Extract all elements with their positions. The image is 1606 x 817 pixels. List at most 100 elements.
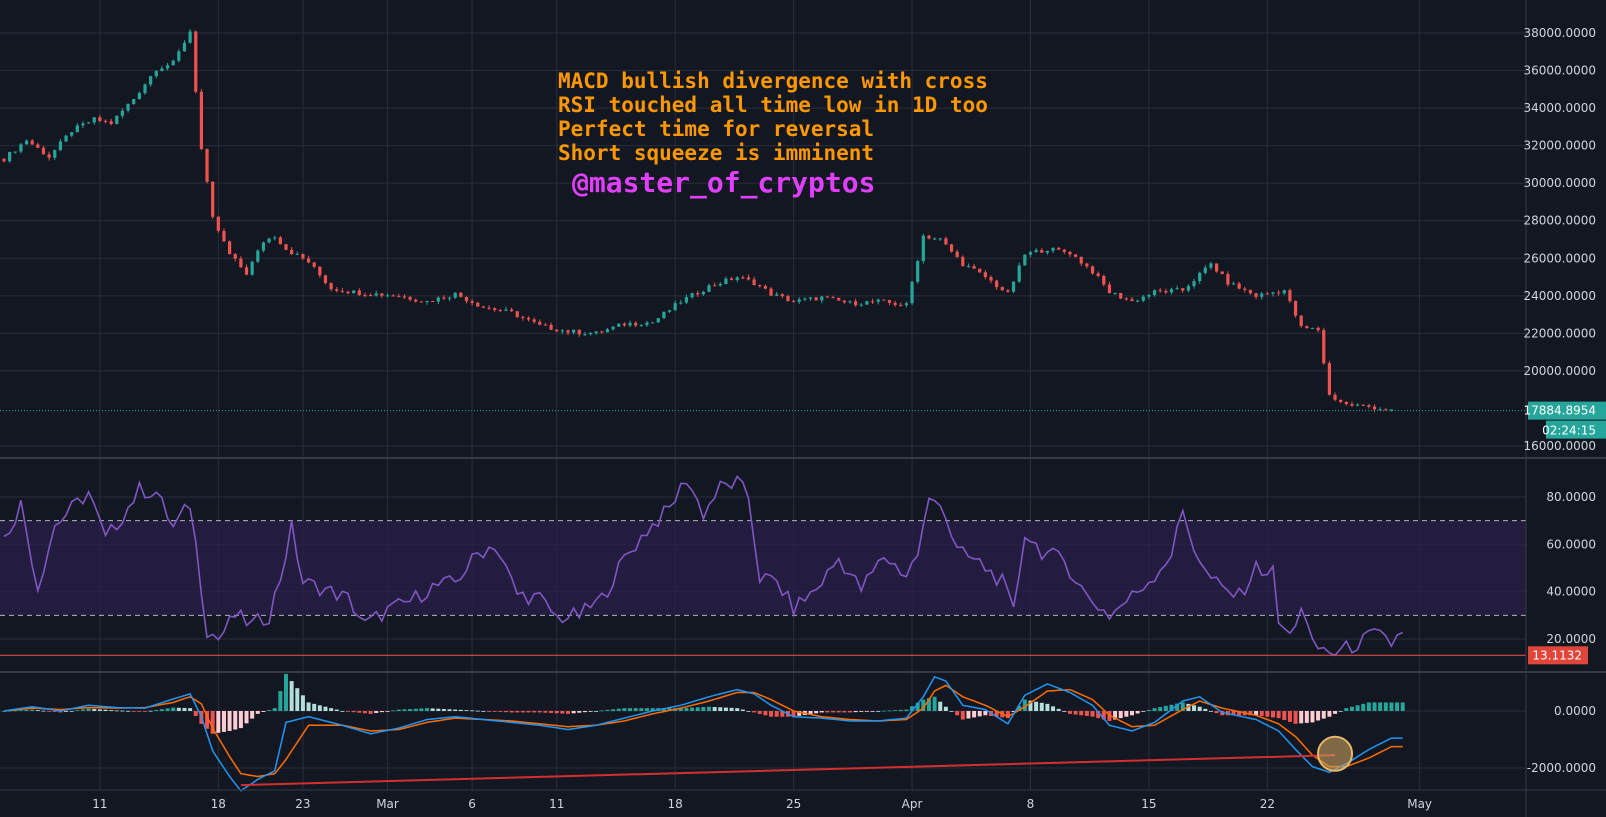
annotation-line-4: Short squeeze is imminent bbox=[558, 141, 874, 165]
price-pane[interactable] bbox=[0, 29, 1526, 413]
macd-histogram-bar bbox=[368, 711, 373, 714]
price-tick-label: 38000.0000 bbox=[1523, 26, 1596, 40]
candle-body bbox=[1040, 250, 1044, 253]
macd-histogram-bar bbox=[357, 711, 362, 713]
macd-histogram-bar bbox=[628, 708, 633, 711]
candle-body bbox=[487, 307, 491, 309]
candle-body bbox=[464, 296, 469, 302]
macd-histogram-bar bbox=[1333, 711, 1338, 714]
candle-body bbox=[301, 253, 305, 259]
price-tick-label: 28000.0000 bbox=[1523, 214, 1596, 228]
candle-body bbox=[966, 266, 971, 268]
macd-histogram-bar bbox=[1304, 711, 1309, 723]
candle-body bbox=[1356, 404, 1360, 406]
candle-body bbox=[600, 331, 604, 333]
time-tick-label: 18 bbox=[668, 797, 683, 811]
candle-body bbox=[1085, 263, 1089, 267]
macd-histogram-bar bbox=[97, 709, 102, 711]
candle-body bbox=[453, 292, 457, 298]
candle-body bbox=[837, 297, 841, 301]
price-scale[interactable]: 38000.0000 36000.0000 34000.0000 32000.0000… bbox=[1523, 26, 1606, 775]
macd-histogram-bar bbox=[171, 707, 176, 711]
candle-body bbox=[1271, 292, 1275, 294]
candle-body bbox=[1006, 290, 1010, 292]
candle-body bbox=[910, 281, 914, 304]
macd-histogram-bar bbox=[650, 708, 655, 711]
price-tick-label: 24000.0000 bbox=[1523, 289, 1596, 303]
macd-histogram-bar bbox=[1293, 711, 1298, 724]
macd-histogram-bar bbox=[763, 711, 768, 716]
candle-body bbox=[995, 280, 999, 288]
candle-body bbox=[1203, 267, 1207, 273]
macd-histogram-bar bbox=[808, 711, 813, 715]
macd-histogram-bar bbox=[1310, 711, 1315, 723]
macd-histogram-bar bbox=[977, 711, 982, 717]
macd-histogram-bar bbox=[859, 711, 864, 712]
macd-histogram-bar bbox=[1101, 711, 1106, 720]
macd-histogram-bar bbox=[1084, 711, 1089, 716]
candle-body bbox=[735, 277, 739, 281]
macd-histogram-bar bbox=[1022, 699, 1027, 711]
candle-body bbox=[36, 144, 40, 148]
candle-body bbox=[1265, 293, 1269, 295]
macd-histogram-bar bbox=[515, 711, 520, 713]
macd-histogram-bar bbox=[1276, 711, 1281, 719]
macd-histogram-bar bbox=[757, 711, 762, 714]
macd-histogram-bar bbox=[509, 711, 514, 713]
candle-body bbox=[1231, 283, 1236, 285]
candle-body bbox=[81, 123, 85, 126]
time-tick-label: 22 bbox=[1260, 797, 1275, 811]
macd-histogram-bar bbox=[707, 706, 711, 711]
candle-body bbox=[132, 99, 136, 105]
candle-body bbox=[222, 230, 226, 242]
macd-histogram-bar bbox=[295, 688, 300, 711]
macd-histogram-bar bbox=[543, 711, 548, 713]
macd-histogram-bar bbox=[876, 711, 881, 712]
macd-histogram-bar bbox=[554, 711, 559, 714]
time-tick-label: 11 bbox=[549, 797, 564, 811]
candle-body bbox=[498, 310, 502, 312]
macd-histogram-bar bbox=[1383, 702, 1388, 711]
macd-histogram-bar bbox=[769, 711, 774, 717]
candle-body bbox=[1339, 399, 1343, 403]
candle-body bbox=[1057, 247, 1061, 250]
macd-histogram-bar bbox=[487, 711, 492, 712]
candle-body bbox=[1011, 281, 1016, 292]
macd-histogram-bar bbox=[1372, 702, 1377, 711]
macd-histogram-bar bbox=[526, 711, 531, 713]
macd-histogram-bar bbox=[943, 706, 948, 711]
macd-histogram-bar bbox=[1355, 705, 1360, 711]
annotation-handle: @master_of_cryptos bbox=[572, 166, 875, 199]
time-tick-label: 8 bbox=[1027, 797, 1035, 811]
macd-pane[interactable] bbox=[2, 673, 1405, 792]
candle-body bbox=[58, 141, 62, 151]
macd-histogram-bar bbox=[278, 691, 283, 711]
candle-body bbox=[560, 330, 564, 332]
macd-histogram-bar bbox=[182, 707, 187, 711]
candle-body bbox=[408, 296, 412, 300]
macd-histogram-bar bbox=[1096, 711, 1101, 719]
macd-histogram-bar bbox=[966, 711, 971, 719]
macd-histogram-bar bbox=[1192, 705, 1197, 711]
candle-body bbox=[572, 329, 576, 333]
candle-body bbox=[233, 254, 237, 259]
macd-histogram-bar bbox=[1400, 702, 1405, 711]
candle-body bbox=[583, 334, 587, 336]
candle-body bbox=[154, 71, 158, 77]
time-scale[interactable]: 11 18 23 Mar 6 11 18 25 Apr 8 15 22 May bbox=[92, 797, 1432, 811]
rsi-pane[interactable] bbox=[0, 475, 1526, 657]
candle-body bbox=[656, 318, 660, 323]
macd-histogram-bar bbox=[1197, 706, 1202, 711]
macd-histogram-bar bbox=[537, 711, 542, 713]
candle-body bbox=[746, 277, 751, 280]
candle-body bbox=[1158, 290, 1162, 292]
candle-body bbox=[938, 238, 942, 240]
macd-histogram-bar bbox=[735, 708, 740, 711]
candle-body bbox=[927, 235, 931, 239]
candle-body bbox=[402, 296, 407, 298]
last-price-label: 17884.8954 bbox=[1523, 404, 1596, 418]
candle-body bbox=[955, 251, 959, 257]
macd-histogram-bar bbox=[926, 698, 931, 711]
